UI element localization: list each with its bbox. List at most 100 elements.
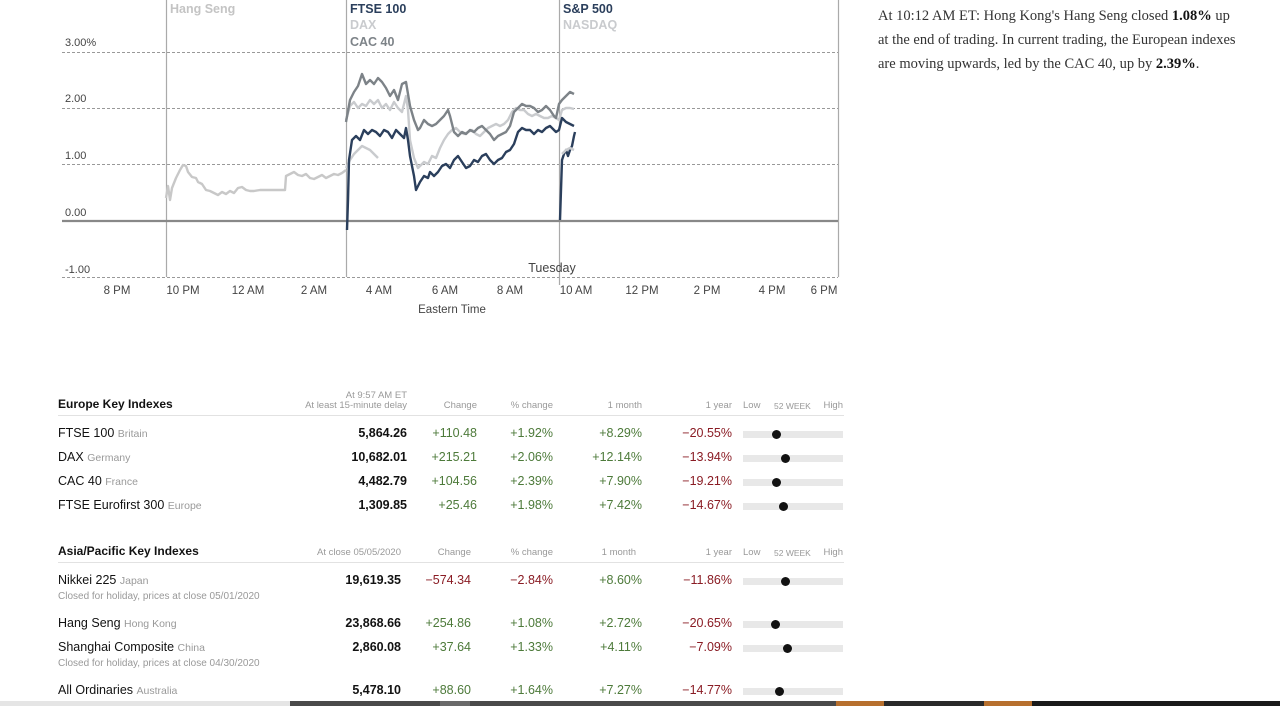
index-1-month: +2.72% [599, 616, 642, 630]
index-value: 5,864.26 [358, 426, 407, 440]
label-nasdaq: NASDAQ [563, 18, 617, 32]
svg-text:12 PM: 12 PM [625, 285, 658, 297]
timestamp: At 9:57 AM ET At least 15-minute delay [305, 390, 407, 411]
chart-canvas: 3.00% 2.00 1.00 0.00 -1.00 8 PM 10 PM 12… [62, 0, 840, 316]
label-dax: DAX [350, 18, 377, 32]
52-week-range-bar [743, 429, 843, 439]
y-tick-0: 0.00 [65, 207, 86, 219]
52-week-range-bar [743, 576, 843, 586]
index-change: +37.64 [432, 640, 471, 654]
index-1-month: +8.60% [599, 573, 642, 587]
label-cac: CAC 40 [350, 35, 395, 49]
col-1-month: 1 month [607, 400, 642, 411]
index-1-year: −7.09% [689, 640, 732, 654]
52-week-range-bar [743, 619, 843, 629]
index-change: +254.86 [425, 616, 471, 630]
col-1-month: 1 month [601, 547, 636, 558]
index-1-month: +8.29% [599, 426, 642, 440]
y-tick-1: 1.00 [65, 150, 86, 162]
svg-text:4 AM: 4 AM [366, 285, 392, 297]
index-pct-change: +1.08% [510, 616, 553, 630]
index-country: Germany [87, 452, 131, 464]
index-name[interactable]: CAC 40 France [58, 474, 138, 488]
index-pct-change: +2.39% [510, 474, 553, 488]
index-pct-change: +1.64% [510, 683, 553, 697]
col-52-week: 52 WEEK [774, 548, 811, 558]
index-value: 5,478.10 [352, 683, 401, 697]
index-change: +25.46 [438, 498, 477, 512]
52-week-position-dot [782, 643, 792, 653]
svg-text:8 PM: 8 PM [104, 285, 131, 297]
52-week-position-dot [780, 576, 790, 586]
index-value: 2,860.08 [352, 640, 401, 654]
market-commentary: At 10:12 AM ET: Hong Kong's Hang Seng cl… [878, 4, 1238, 76]
commentary-suffix: . [1195, 56, 1200, 72]
index-name[interactable]: Shanghai Composite China [58, 640, 205, 654]
index-pct-change: −2.84% [510, 573, 553, 587]
index-1-month: +7.42% [599, 498, 642, 512]
index-name[interactable]: FTSE Eurofirst 300 Europe [58, 498, 202, 512]
svg-text:6 AM: 6 AM [432, 285, 458, 297]
index-change: +104.56 [431, 474, 477, 488]
day-annotation: Tuesday [528, 261, 576, 275]
52-week-range-bar [743, 643, 843, 653]
svg-text:2 PM: 2 PM [694, 285, 721, 297]
col-change: Change [437, 547, 471, 558]
label-ftse: FTSE 100 [350, 2, 406, 16]
index-name[interactable]: Hang Seng Hong Kong [58, 616, 177, 630]
52-week-range-bar [743, 477, 843, 487]
index-value: 19,619.35 [345, 573, 401, 587]
52-week-position-dot [770, 619, 780, 629]
index-country: Britain [117, 428, 148, 440]
col-change: Change [443, 400, 477, 411]
svg-text:10 PM: 10 PM [166, 285, 199, 297]
index-name[interactable]: All Ordinaries Australia [58, 683, 178, 697]
index-1-year: −14.67% [682, 498, 732, 512]
x-axis-label: Eastern Time [418, 304, 486, 316]
index-country: Japan [119, 575, 149, 587]
gridlines [62, 52, 838, 278]
index-change: +215.21 [431, 450, 477, 464]
label-sp500: S&P 500 [563, 2, 613, 16]
index-name[interactable]: Nikkei 225 Japan [58, 573, 149, 587]
holiday-note: Closed for holiday, prices at close 04/3… [58, 658, 260, 669]
svg-text:12 AM: 12 AM [232, 285, 265, 297]
table-header: Europe Key Indexes At 9:57 AM ET At leas… [58, 390, 844, 416]
52-week-position-dot [774, 686, 784, 696]
index-pct-change: +1.98% [510, 498, 553, 512]
index-country: China [177, 642, 205, 654]
col-pct-change: % change [510, 547, 553, 558]
commentary-middle: up at the end of trading. In current tra… [878, 8, 1236, 72]
index-1-month: +12.14% [592, 450, 642, 464]
index-country: Australia [136, 685, 178, 697]
table-header: Asia/Pacific Key Indexes At close 05/05/… [58, 540, 844, 563]
index-1-month: +4.11% [600, 640, 642, 654]
commentary-hang-seng-change: 1.08% [1171, 8, 1212, 24]
52-week-range-bar [743, 686, 843, 696]
index-pct-change: +1.92% [510, 426, 553, 440]
index-change: −574.34 [425, 573, 471, 587]
table-title: Asia/Pacific Key Indexes [58, 544, 199, 558]
commentary-cac-change: 2.39% [1155, 56, 1196, 72]
index-value: 10,682.01 [351, 450, 407, 464]
svg-text:2 AM: 2 AM [301, 285, 327, 297]
col-low: Low [743, 547, 761, 558]
52-week-position-dot [771, 477, 781, 487]
52-week-position-dot [778, 501, 788, 511]
index-1-year: −11.86% [683, 573, 732, 587]
table-title: Europe Key Indexes [58, 397, 173, 411]
col-high: High [823, 547, 843, 558]
index-pct-change: +1.33% [510, 640, 553, 654]
col-1-year: 1 year [705, 400, 732, 411]
index-value: 23,868.66 [345, 616, 401, 630]
europe-indexes-table: Europe Key Indexes At 9:57 AM ET At leas… [58, 390, 844, 512]
index-name[interactable]: FTSE 100 Britain [58, 426, 148, 440]
index-1-year: −14.77% [682, 683, 732, 697]
index-1-month: +7.90% [599, 474, 642, 488]
label-hang-seng: Hang Seng [170, 2, 235, 16]
intraday-chart: 3.00% 2.00 1.00 0.00 -1.00 8 PM 10 PM 12… [0, 0, 860, 330]
index-name[interactable]: DAX Germany [58, 450, 131, 464]
index-1-year: −19.21% [682, 474, 732, 488]
index-change: +110.48 [432, 426, 477, 440]
index-1-year: −20.65% [682, 616, 732, 630]
